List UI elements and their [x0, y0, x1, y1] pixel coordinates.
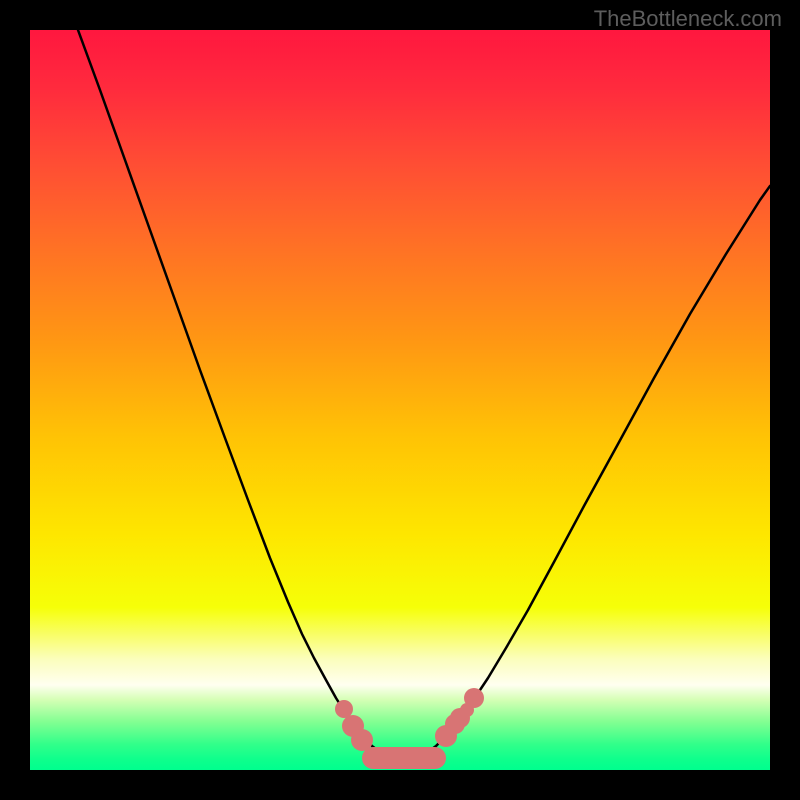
curve-markers — [335, 688, 484, 769]
plot-area — [30, 30, 770, 770]
bottleneck-curve — [78, 30, 770, 760]
watermark-text: TheBottleneck.com — [594, 6, 782, 32]
curve-layer — [30, 30, 770, 770]
chart-container: TheBottleneck.com — [0, 0, 800, 800]
